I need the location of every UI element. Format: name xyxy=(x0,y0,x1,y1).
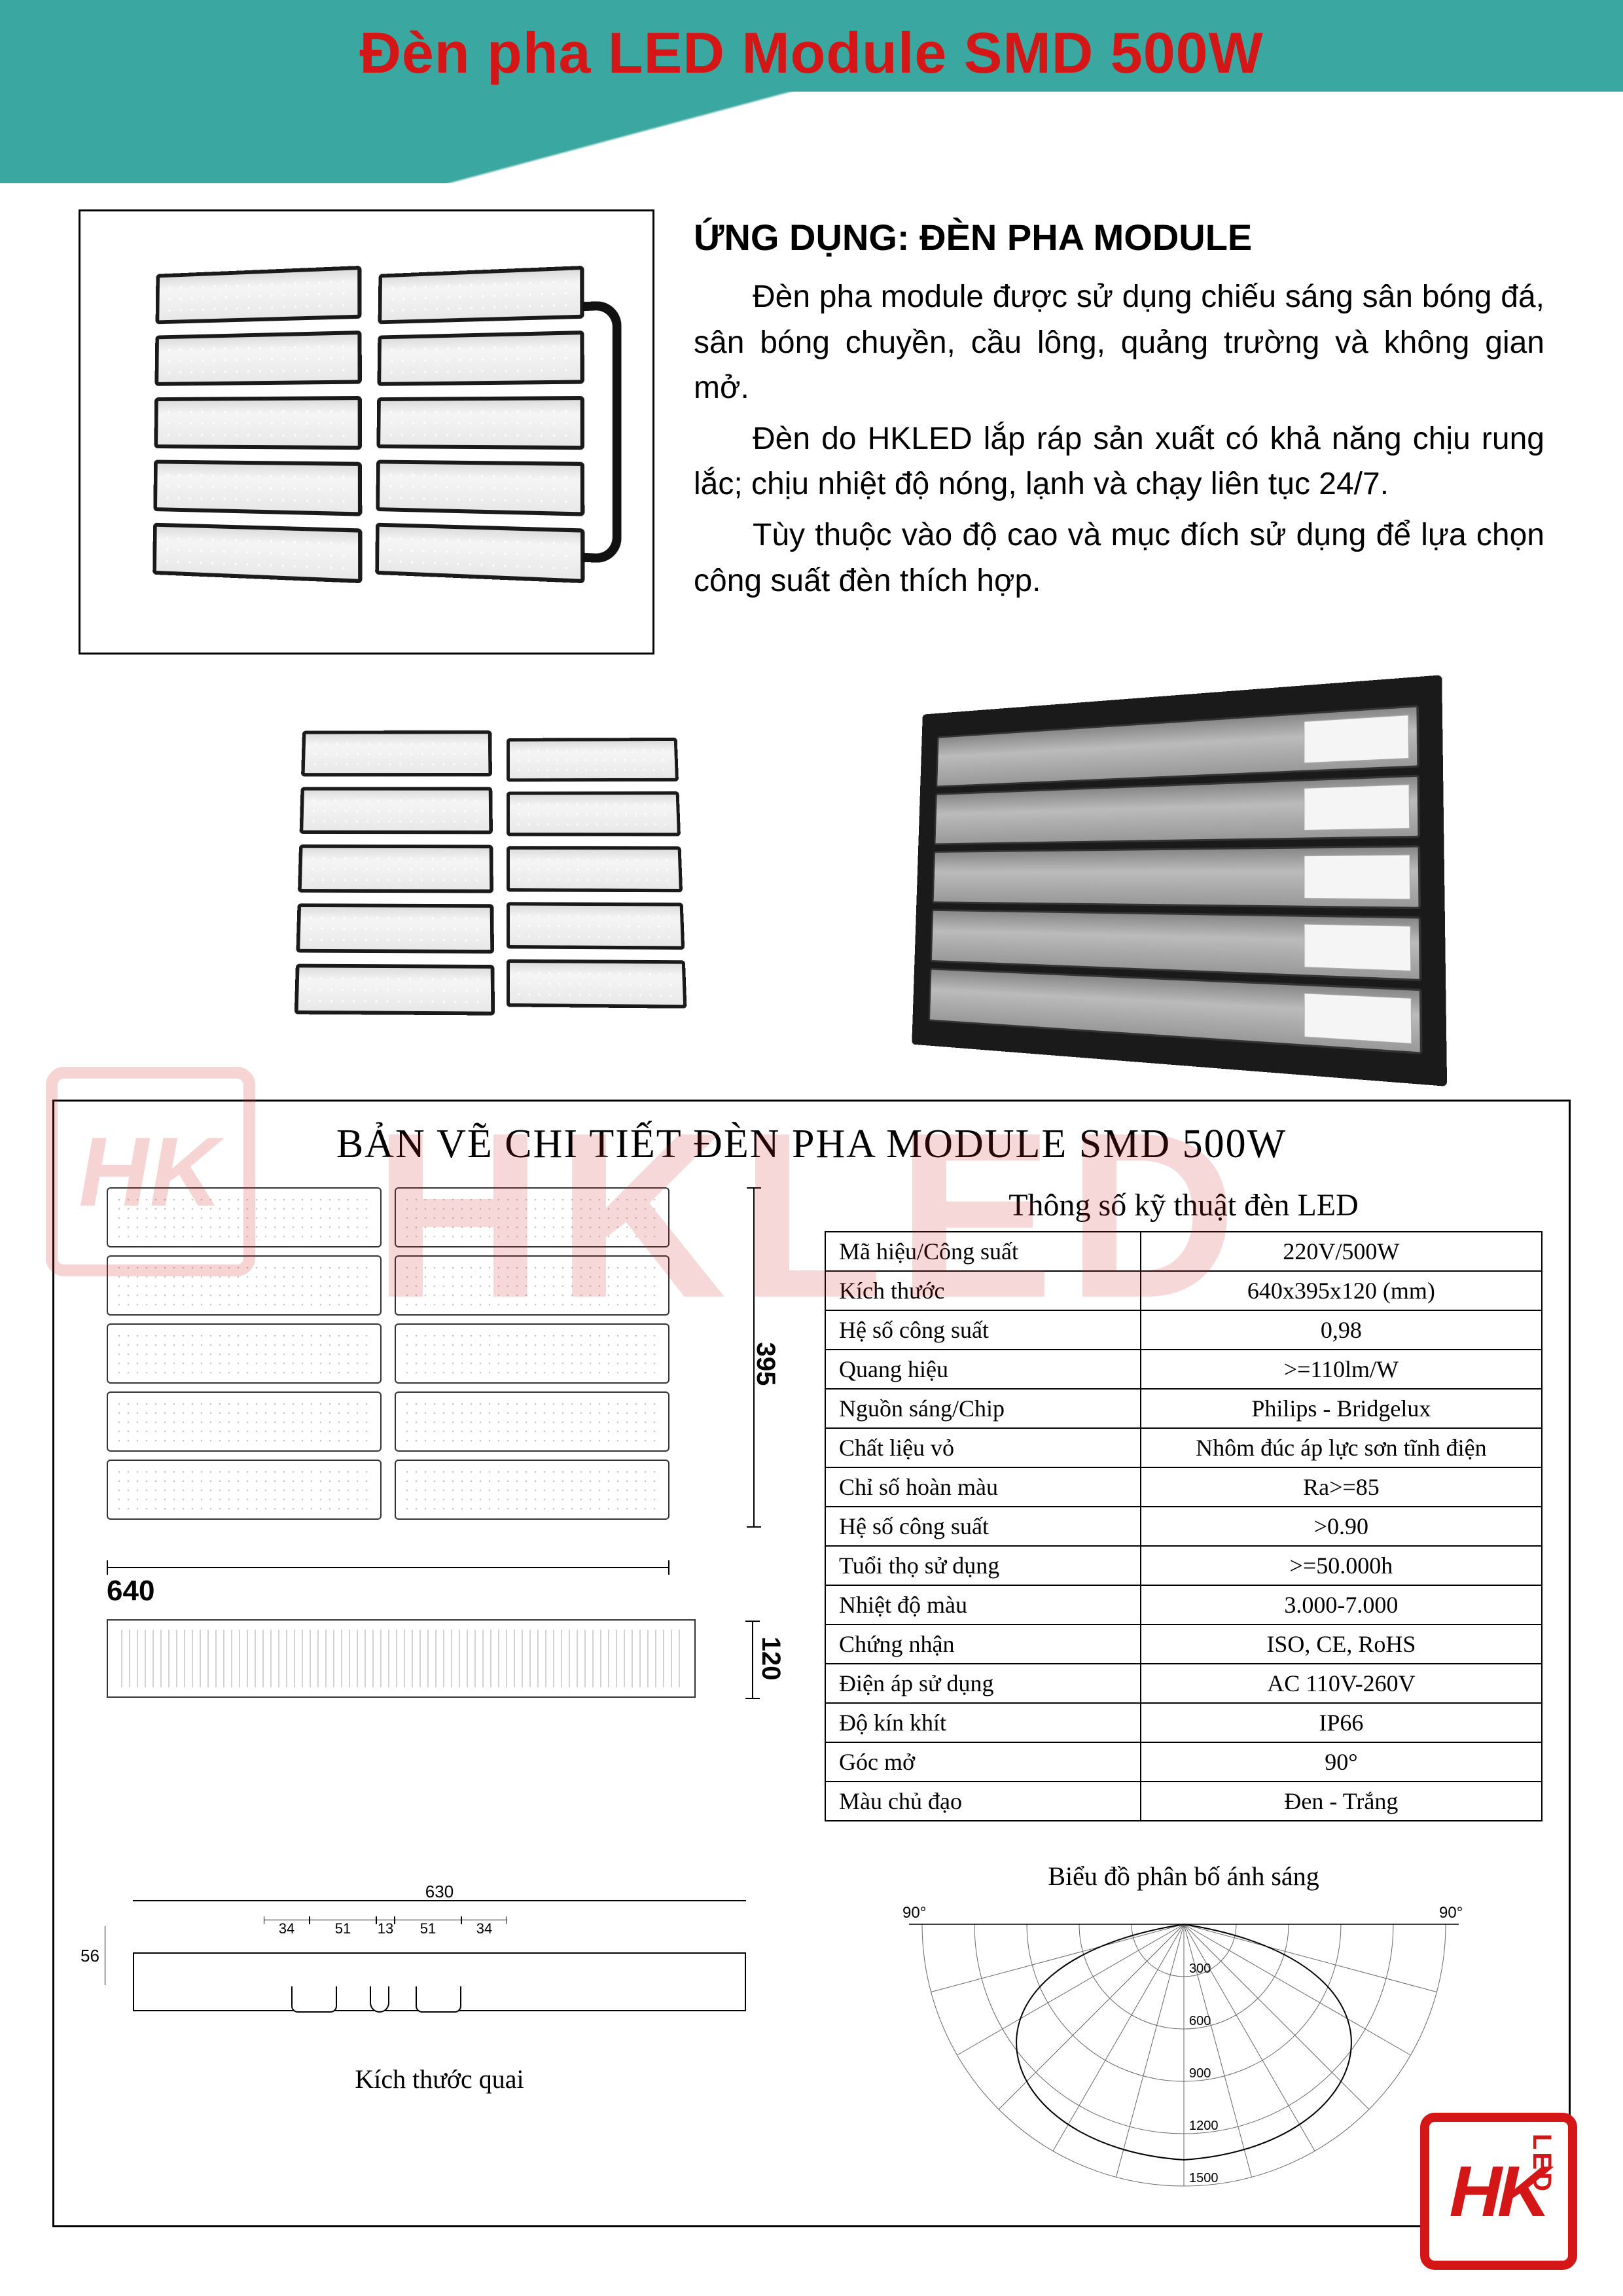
spec-row: Nhiệt độ màu3.000-7.000 xyxy=(825,1585,1542,1624)
svg-text:300: 300 xyxy=(1189,1962,1211,1976)
spec-value: AC 110V-260V xyxy=(1141,1664,1542,1703)
spec-value: IP66 xyxy=(1141,1703,1542,1742)
drawing-side-view: 120 xyxy=(107,1619,696,1698)
dimension-width: 640 xyxy=(107,1554,669,1593)
spec-value: 220V/500W xyxy=(1141,1232,1542,1271)
svg-text:90°: 90° xyxy=(902,1904,926,1922)
spec-value: Nhôm đúc áp lực sơn tĩnh điện xyxy=(1141,1428,1542,1467)
header-banner: Đèn pha LED Module SMD 500W xyxy=(0,0,1623,183)
spec-key: Quang hiệu xyxy=(825,1350,1141,1389)
bracket-height-dim: 56 xyxy=(80,1946,99,1966)
spec-row: Hệ số công suất0,98 xyxy=(825,1310,1542,1350)
spec-value: 640x395x120 (mm) xyxy=(1141,1271,1542,1310)
svg-text:90°: 90° xyxy=(1439,1904,1463,1922)
dimension-height-label: 395 xyxy=(751,1342,780,1386)
spec-row: Hệ số công suất>0.90 xyxy=(825,1507,1542,1546)
bracket-segment: 51 xyxy=(310,1920,376,1939)
dimension-depth-label: 120 xyxy=(756,1637,785,1681)
svg-text:900: 900 xyxy=(1189,2066,1211,2081)
application-paragraph: Đèn do HKLED lắp ráp sản xuất có khả năn… xyxy=(694,416,1544,507)
spec-value: Philips - Bridgelux xyxy=(1141,1389,1542,1428)
bracket-segment: 51 xyxy=(395,1920,461,1939)
spec-key: Kích thước xyxy=(825,1271,1141,1310)
page-title: Đèn pha LED Module SMD 500W xyxy=(359,20,1263,86)
spec-key: Góc mở xyxy=(825,1742,1141,1782)
spec-key: Chất liệu vỏ xyxy=(825,1428,1141,1467)
application-text-block: ỨNG DỤNG: ĐÈN PHA MODULE Đèn pha module … xyxy=(694,209,1544,655)
bracket-body xyxy=(133,1952,746,2011)
spec-table: Mã hiệu/Công suất220V/500WKích thước640x… xyxy=(825,1231,1543,1821)
svg-text:600: 600 xyxy=(1189,2014,1211,2028)
product-back-view xyxy=(912,675,1447,1086)
bracket-segment: 34 xyxy=(264,1920,310,1939)
spec-value: >0.90 xyxy=(1141,1507,1542,1546)
polar-chart-title: Biểu đồ phân bố ánh sáng xyxy=(825,1861,1543,1892)
spec-table-wrap: Thông số kỹ thuật đèn LED Mã hiệu/Công s… xyxy=(825,1187,1543,1821)
section-detail-drawing: BẢN VẼ CHI TIẾT ĐÈN PHA MODULE SMD 500W … xyxy=(52,1100,1571,2227)
spec-row: Góc mở90° xyxy=(825,1742,1542,1782)
spec-row: Nguồn sáng/ChipPhilips - Bridgelux xyxy=(825,1389,1542,1428)
spec-value: >=110lm/W xyxy=(1141,1350,1542,1389)
product-main-image xyxy=(79,209,654,655)
detail-section-title: BẢN VẼ CHI TIẾT ĐÈN PHA MODULE SMD 500W xyxy=(80,1121,1543,1168)
brand-logo-corner: HK LED xyxy=(1420,2113,1577,2270)
spec-key: Nhiệt độ màu xyxy=(825,1585,1141,1624)
spec-value: ISO, CE, RoHS xyxy=(1141,1624,1542,1664)
spec-value: 3.000-7.000 xyxy=(1141,1585,1542,1624)
spec-table-title: Thông số kỹ thuật đèn LED xyxy=(825,1187,1543,1223)
bracket-segment-dims: 3451135134 xyxy=(264,1920,604,1939)
application-paragraph: Tùy thuộc vào độ cao và mục đích sử dụng… xyxy=(694,512,1544,603)
spec-row: Màu chủ đạoĐen - Trắng xyxy=(825,1782,1542,1821)
svg-text:1500: 1500 xyxy=(1189,2171,1219,2185)
spec-key: Chứng nhận xyxy=(825,1624,1141,1664)
spec-row: Chứng nhậnISO, CE, RoHS xyxy=(825,1624,1542,1664)
spec-key: Hệ số công suất xyxy=(825,1507,1141,1546)
spec-row: Chất liệu vỏNhôm đúc áp lực sơn tĩnh điệ… xyxy=(825,1428,1542,1467)
spec-value: Đen - Trắng xyxy=(1141,1782,1542,1821)
spec-row: Mã hiệu/Công suất220V/500W xyxy=(825,1232,1542,1271)
logo-side-text: LED xyxy=(1527,2134,1556,2249)
spec-value: 0,98 xyxy=(1141,1310,1542,1350)
spec-row: Tuổi thọ sử dụng>=50.000h xyxy=(825,1546,1542,1585)
bracket-caption: Kích thước quai xyxy=(94,2064,785,2094)
spec-key: Nguồn sáng/Chip xyxy=(825,1389,1141,1428)
section-application: ỨNG DỤNG: ĐÈN PHA MODULE Đèn pha module … xyxy=(0,183,1623,655)
spec-key: Điện áp sử dụng xyxy=(825,1664,1141,1703)
dimension-width-label: 640 xyxy=(107,1575,154,1607)
spec-key: Tuổi thọ sử dụng xyxy=(825,1546,1141,1585)
spec-key: Độ kín khít xyxy=(825,1703,1141,1742)
polar-chart: 300 600 900 1200 1500 90° 90° xyxy=(889,1898,1478,2199)
spec-row: Kích thước640x395x120 (mm) xyxy=(825,1271,1542,1310)
spec-row: Điện áp sử dụngAC 110V-260V xyxy=(825,1664,1542,1703)
bracket-segment: 34 xyxy=(461,1920,507,1939)
spec-row: Chỉ số hoàn màuRa>=85 xyxy=(825,1467,1542,1507)
spec-value: 90° xyxy=(1141,1742,1542,1782)
bracket-total-dim: 630 xyxy=(425,1882,454,1902)
spec-key: Hệ số công suất xyxy=(825,1310,1141,1350)
application-paragraph: Đèn pha module được sử dụng chiếu sáng s… xyxy=(694,274,1544,411)
product-front-view xyxy=(203,694,792,1060)
bracket-segment: 13 xyxy=(376,1920,395,1939)
spec-row: Quang hiệu>=110lm/W xyxy=(825,1350,1542,1389)
spec-key: Màu chủ đạo xyxy=(825,1782,1141,1821)
section-product-views xyxy=(0,655,1623,1073)
application-heading: ỨNG DỤNG: ĐÈN PHA MODULE xyxy=(694,216,1544,259)
spec-row: Độ kín khítIP66 xyxy=(825,1703,1542,1742)
led-module-illustration xyxy=(137,268,596,596)
spec-value: Ra>=85 xyxy=(1141,1467,1542,1507)
spec-value: >=50.000h xyxy=(1141,1546,1542,1585)
drawing-front-view: 395 xyxy=(107,1187,696,1541)
bracket-drawing: 630 3451135134 56 Kích thước quai xyxy=(80,1861,798,2199)
technical-drawing-area: 395 640 120 xyxy=(80,1187,798,1821)
svg-text:1200: 1200 xyxy=(1189,2119,1219,2133)
spec-key: Mã hiệu/Công suất xyxy=(825,1232,1141,1271)
spec-key: Chỉ số hoàn màu xyxy=(825,1467,1141,1507)
